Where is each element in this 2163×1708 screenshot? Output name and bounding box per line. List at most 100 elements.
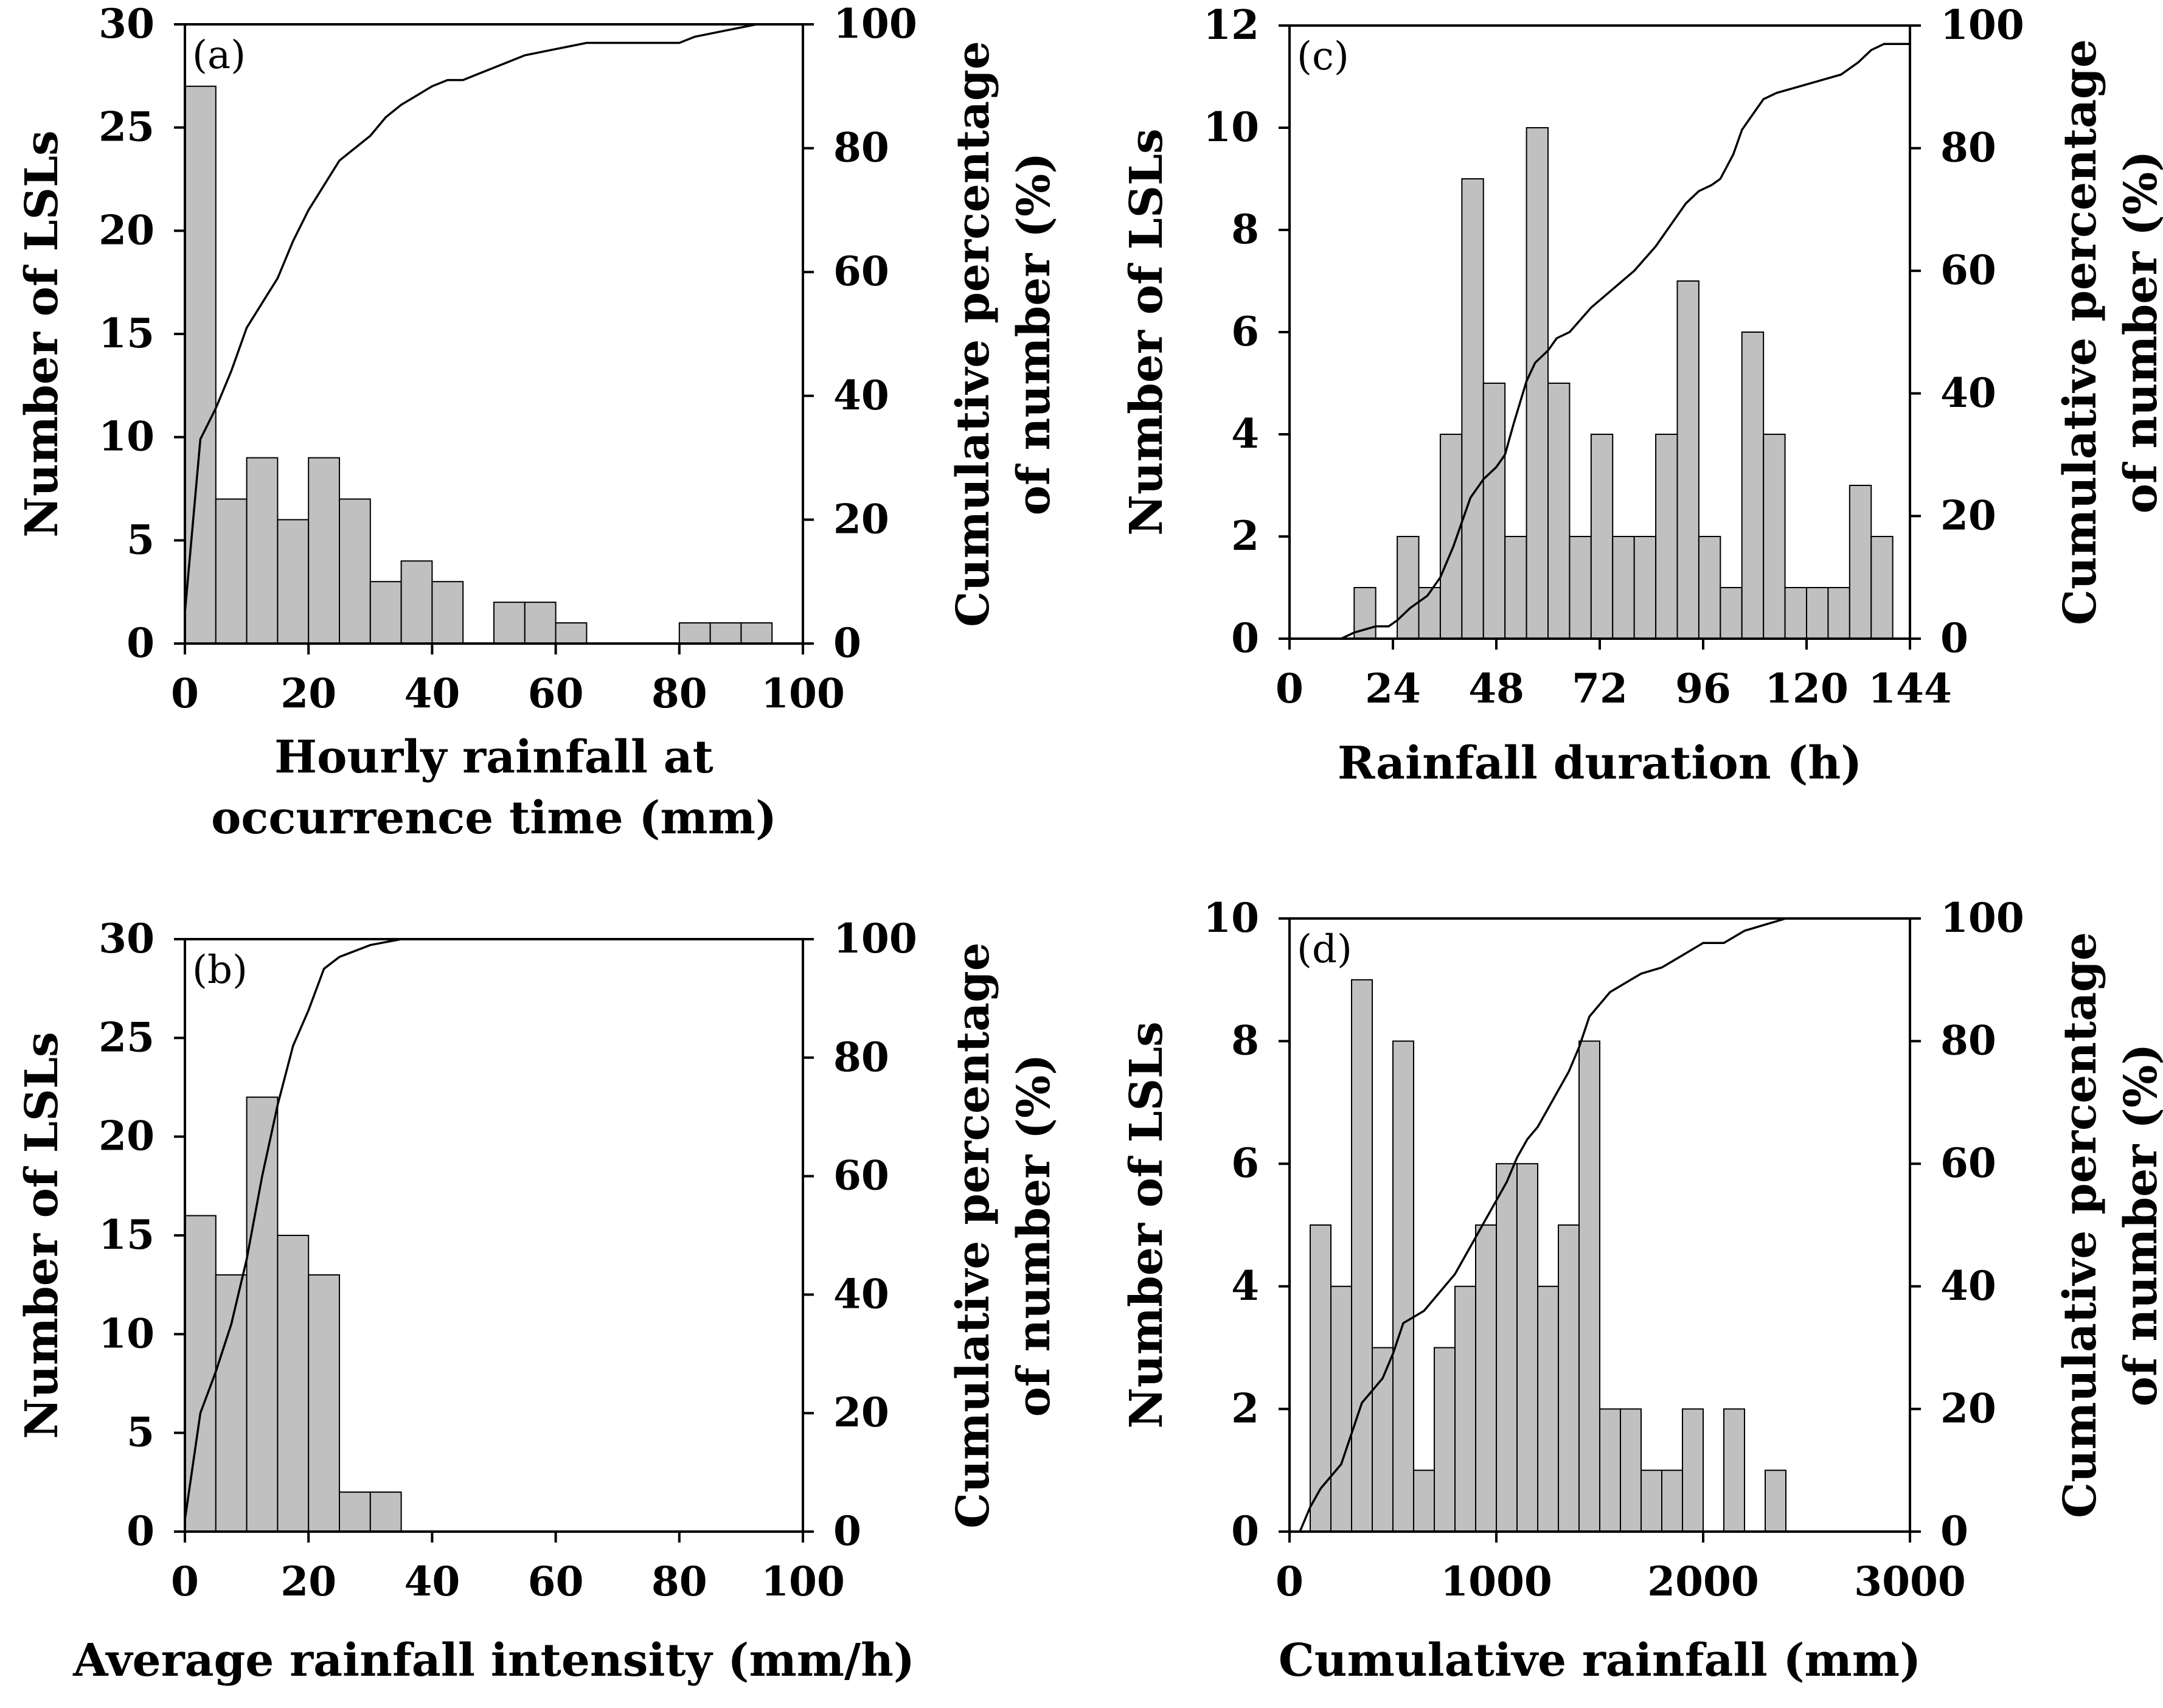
histogram-bar <box>1461 178 1484 639</box>
y2-tick-label: 0 <box>1940 1507 1968 1555</box>
y-tick-label: 15 <box>99 1211 154 1258</box>
y-tick-label: 2 <box>1231 512 1259 560</box>
x-tick-label: 80 <box>651 1558 707 1605</box>
y2-tick-label: 20 <box>833 1389 889 1436</box>
x-tick-label: 0 <box>171 670 199 717</box>
y2-tick-label: 100 <box>833 0 917 47</box>
histogram-bar <box>215 1274 248 1533</box>
histogram-bar <box>1413 1470 1435 1532</box>
histogram-bar <box>369 1491 402 1532</box>
panel-label: (d) <box>1297 927 1352 972</box>
y-tick-label: 25 <box>99 103 154 151</box>
histogram-bar <box>1454 1285 1476 1533</box>
x-tick-label: 1000 <box>1440 1558 1552 1605</box>
x-axis-title: occurrence time (mm) <box>211 792 777 844</box>
cumulative-percentage-line <box>1290 43 1910 640</box>
histogram-bar <box>709 622 742 644</box>
histogram-bar <box>678 622 711 644</box>
y-tick-label: 6 <box>1231 308 1259 355</box>
histogram-bar <box>1676 280 1700 639</box>
histogram-bar <box>1569 536 1592 639</box>
x-tick-label: 120 <box>1765 665 1849 712</box>
x-tick-label: 3000 <box>1854 1558 1966 1605</box>
y-tick-label: 5 <box>127 1409 154 1456</box>
histogram-bar <box>215 498 248 645</box>
y2-axis-title: Cumulative percentage <box>2054 932 2106 1518</box>
y-tick-label: 20 <box>99 1113 154 1160</box>
histogram-bar <box>1537 1285 1559 1533</box>
histogram-bar <box>493 602 526 645</box>
histogram-bar <box>1434 1347 1456 1533</box>
plot-frame <box>1288 917 1911 1533</box>
histogram-bar <box>1682 1408 1704 1532</box>
panel-label: (c) <box>1297 34 1349 79</box>
x-tick-label: 24 <box>1365 665 1421 712</box>
histogram-bar <box>1849 485 1872 639</box>
y-tick-label: 5 <box>127 516 154 563</box>
histogram-bar <box>1698 536 1721 639</box>
y2-tick-label: 80 <box>833 1033 889 1081</box>
histogram-bar <box>1765 1470 1786 1532</box>
histogram-bar <box>1720 587 1743 639</box>
y2-axis-title: Cumulative percentage <box>947 942 999 1529</box>
histogram-bar <box>1741 332 1765 639</box>
x-tick-label: 60 <box>528 1558 584 1605</box>
histogram-bar <box>308 457 341 644</box>
histogram-bar <box>277 1235 310 1532</box>
histogram-bar <box>339 498 371 645</box>
histogram-bar <box>431 581 464 645</box>
panel-label: (b) <box>192 948 248 993</box>
cumulative-percentage-line <box>184 23 803 613</box>
x-tick-label: 100 <box>761 1558 845 1605</box>
histogram-bar <box>1599 1408 1621 1532</box>
histogram-bar <box>1496 1163 1518 1532</box>
y2-tick-label: 20 <box>1940 1384 1996 1432</box>
histogram-bar <box>1310 1224 1331 1532</box>
y2-tick-label: 40 <box>1940 1262 1996 1310</box>
y-tick-label: 30 <box>99 915 154 962</box>
histogram-bar <box>339 1491 371 1532</box>
x-tick-label: 0 <box>171 1558 199 1605</box>
histogram-bar <box>524 602 557 645</box>
histogram-bar <box>1392 1040 1414 1532</box>
x-tick-label: 80 <box>651 670 707 717</box>
x-tick-label: 144 <box>1868 665 1952 712</box>
y2-axis-title: Cumulative percentage <box>947 41 999 627</box>
histogram-bar <box>1784 587 1807 639</box>
histogram-bar <box>1482 383 1506 639</box>
histogram-bar <box>369 581 402 645</box>
histogram-bar <box>1372 1347 1394 1533</box>
y-tick-label: 0 <box>127 1507 154 1555</box>
histogram-bar <box>1827 587 1850 639</box>
y-tick-label: 15 <box>99 310 154 357</box>
y2-axis-title: of number (%) <box>2115 1044 2163 1407</box>
y2-tick-label: 100 <box>1940 894 2024 942</box>
y2-tick-label: 60 <box>1940 246 1996 294</box>
histogram-bar <box>1439 434 1463 639</box>
panel-label: (a) <box>192 33 246 78</box>
histogram-bar <box>1516 1163 1538 1532</box>
y-tick-label: 10 <box>1203 894 1259 942</box>
histogram-bar <box>246 1096 279 1532</box>
y2-tick-label: 0 <box>1940 614 1968 662</box>
x-tick-label: 40 <box>404 670 460 717</box>
y-tick-label: 25 <box>99 1013 154 1061</box>
x-tick-label: 60 <box>528 670 584 717</box>
x-axis-title: Rainfall duration (h) <box>1338 737 1862 790</box>
y-tick-label: 4 <box>1231 1262 1259 1310</box>
x-axis-title: Average rainfall intensity (mm/h) <box>72 1634 915 1687</box>
y-tick-label: 10 <box>99 1310 154 1357</box>
y-axis-title: Number of LSLs <box>1120 1021 1173 1428</box>
histogram-bar <box>1504 536 1527 639</box>
y-axis-title: Number of LSLs <box>16 1032 68 1439</box>
histogram-bar <box>1590 434 1614 639</box>
y2-tick-label: 20 <box>1940 491 1996 539</box>
x-tick-label: 40 <box>404 1558 460 1605</box>
histogram-bar <box>1620 1408 1642 1532</box>
histogram-bar <box>1475 1224 1497 1532</box>
y-tick-label: 10 <box>99 413 154 460</box>
histogram-bar <box>1640 1470 1662 1532</box>
histogram-bar <box>1870 536 1894 639</box>
histogram-bar <box>555 622 588 644</box>
histogram-bar <box>1558 1224 1580 1532</box>
